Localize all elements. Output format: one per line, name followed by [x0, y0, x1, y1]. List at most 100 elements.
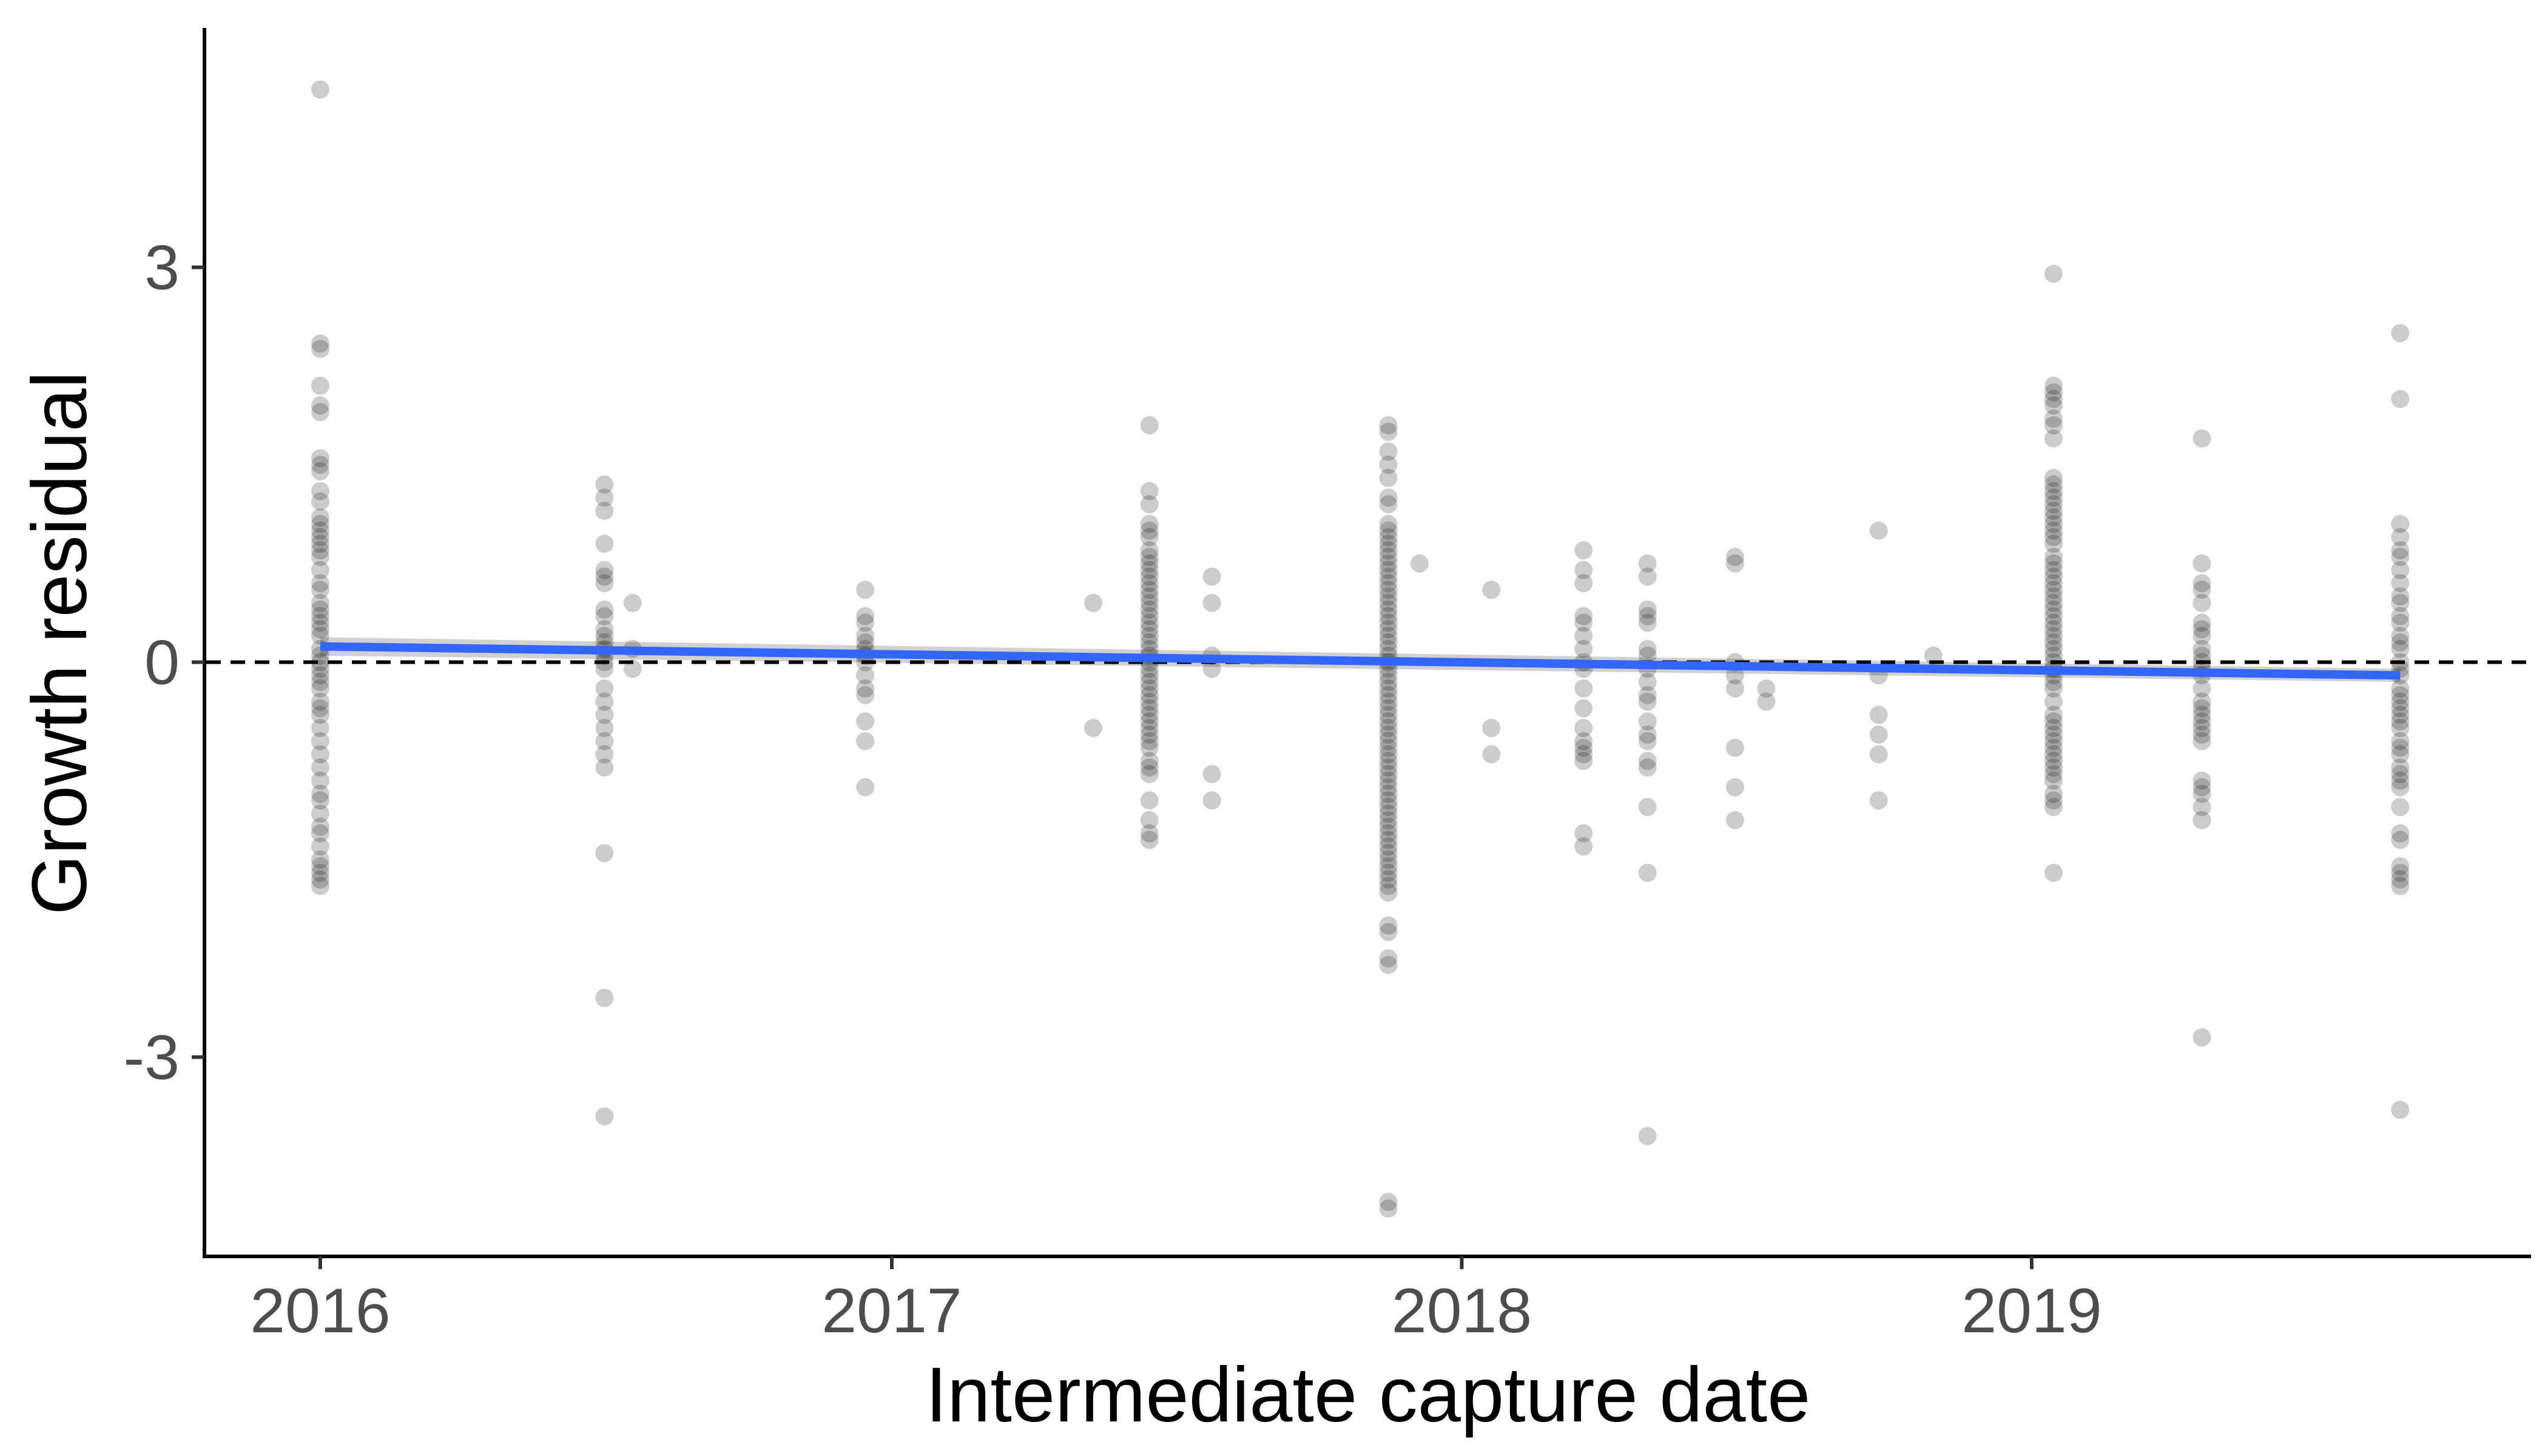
data-point [2391, 831, 2410, 849]
data-point [1379, 732, 1398, 750]
data-point [311, 340, 329, 359]
data-point [1140, 686, 1159, 704]
data-point [856, 627, 875, 645]
data-point [1140, 639, 1159, 658]
data-point [2391, 389, 2410, 408]
data-point [595, 844, 614, 863]
data-point [2391, 639, 2410, 658]
data-point [311, 627, 329, 645]
data-point [2391, 324, 2410, 343]
y-axis-title: Growth residual [16, 371, 103, 915]
data-point [2391, 541, 2410, 560]
data-point [2391, 686, 2410, 704]
data-point [1379, 758, 1398, 777]
data-point [311, 804, 329, 823]
data-point [311, 376, 329, 395]
data-point [1379, 692, 1398, 711]
data-point [2044, 561, 2063, 579]
data-point [856, 581, 875, 599]
data-point [2044, 376, 2063, 395]
data-point [1379, 725, 1398, 744]
data-point [311, 824, 329, 843]
data-point [2044, 574, 2063, 593]
data-point [1379, 587, 1398, 606]
data-point [595, 1107, 614, 1126]
data-point [311, 719, 329, 737]
data-point [856, 712, 875, 731]
data-point [1140, 765, 1159, 783]
data-point [311, 593, 329, 612]
data-point [311, 771, 329, 790]
data-point [1140, 752, 1159, 770]
data-point [2391, 666, 2410, 685]
data-point [2192, 798, 2211, 817]
data-point [1574, 837, 1593, 856]
data-point [1140, 679, 1159, 698]
data-point [856, 613, 875, 632]
data-point [2192, 811, 2211, 829]
data-point [2044, 798, 2063, 817]
x-tick-label: 2018 [1392, 1276, 1532, 1346]
data-point [2044, 752, 2063, 770]
data-point [595, 620, 614, 639]
data-point [856, 666, 875, 685]
data-point [2192, 784, 2211, 803]
data-point [2044, 646, 2063, 665]
data-point [1725, 811, 1744, 829]
data-point [2044, 396, 2063, 415]
data-point [1140, 514, 1159, 533]
data-point [1574, 613, 1593, 632]
data-point [311, 449, 329, 468]
data-point [1379, 831, 1398, 849]
data-point [2192, 613, 2211, 632]
data-point [1379, 468, 1398, 487]
data-point [595, 627, 614, 645]
data-point [1379, 784, 1398, 803]
data-point [311, 679, 329, 698]
data-point [311, 600, 329, 619]
data-point [311, 653, 329, 672]
data-point [1379, 824, 1398, 843]
data-point [2044, 389, 2063, 408]
data-point [1869, 725, 1888, 744]
data-point [1482, 581, 1501, 599]
data-point [2391, 593, 2410, 612]
data-point [1379, 581, 1398, 599]
data-point [311, 508, 329, 527]
data-point [311, 817, 329, 836]
data-point [1140, 495, 1159, 514]
data-point [311, 732, 329, 750]
data-point [1725, 738, 1744, 757]
data-point [1638, 732, 1657, 750]
data-point [1638, 863, 1657, 882]
data-point [1869, 706, 1888, 724]
data-point [2044, 673, 2063, 692]
data-point [1379, 639, 1398, 658]
data-point [1140, 738, 1159, 757]
data-point [311, 456, 329, 474]
data-point [1379, 837, 1398, 856]
data-point [1379, 488, 1398, 507]
data-point [1574, 699, 1593, 718]
data-point [311, 837, 329, 856]
data-point [856, 607, 875, 625]
data-point [1379, 422, 1398, 441]
data-point [1379, 495, 1398, 514]
data-point [1140, 666, 1159, 685]
x-tick-label: 2017 [821, 1276, 962, 1346]
data-point [2391, 870, 2410, 889]
data-point [1379, 923, 1398, 942]
data-point [2044, 607, 2063, 625]
data-point [1379, 949, 1398, 968]
data-point [1140, 824, 1159, 843]
data-point [2391, 607, 2410, 625]
data-point [2391, 627, 2410, 645]
data-point [2044, 679, 2063, 698]
data-point [2044, 475, 2063, 494]
data-point [1638, 798, 1657, 817]
data-point [2044, 521, 2063, 540]
data-point [1379, 600, 1398, 619]
data-point [2391, 738, 2410, 757]
data-point [2044, 265, 2063, 283]
